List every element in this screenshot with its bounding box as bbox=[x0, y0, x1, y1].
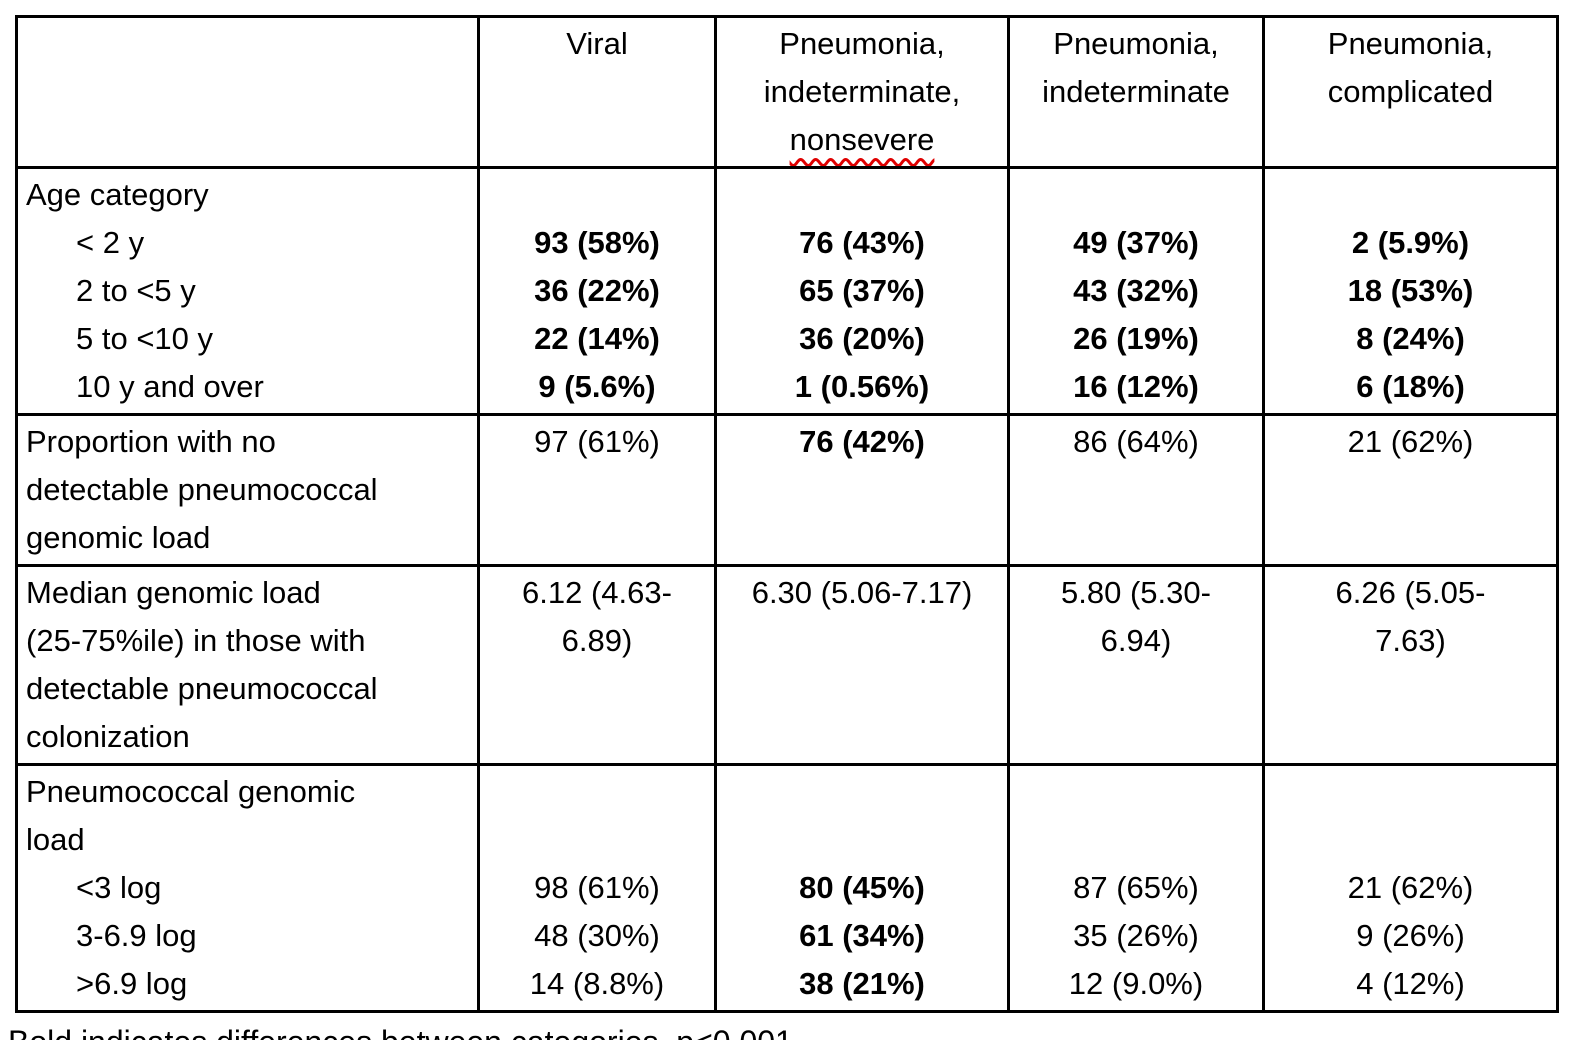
genomic-load-values-viral: 98 (61%) 48 (30%) 14 (8.8%) bbox=[477, 763, 717, 1013]
row-label: detectable pneumococcal bbox=[26, 671, 378, 706]
cell-value: 14 (8.8%) bbox=[529, 966, 665, 1001]
cell-value: 49 (37%) bbox=[1073, 225, 1199, 260]
cell-value: 76 (42%) bbox=[799, 424, 925, 459]
cell-value: 36 (20%) bbox=[799, 321, 925, 356]
row-label: 3-6.9 log bbox=[76, 918, 197, 953]
cell-value: 4 (12%) bbox=[1356, 966, 1465, 1001]
row-label: (25-75%ile) in those with bbox=[26, 623, 366, 658]
row-label: 10 y and over bbox=[76, 369, 264, 404]
proportion-value-pneumonia-indeterminate-nonsevere: 76 (42%) bbox=[714, 413, 1010, 567]
cell-value: 6.94) bbox=[1100, 623, 1172, 658]
column-header-label: nonsevere bbox=[725, 116, 999, 164]
median-value-pneumonia-complicated: 6.26 (5.05- 7.63) bbox=[1262, 564, 1559, 766]
header-cell-viral: Viral bbox=[477, 15, 717, 169]
genomic-load-values-pneumonia-complicated: 21 (62%) 9 (26%) 4 (12%) bbox=[1262, 763, 1559, 1013]
row-label: Median genomic load bbox=[26, 575, 321, 610]
cell-value: 98 (61%) bbox=[534, 870, 660, 905]
cell-value: 21 (62%) bbox=[1347, 870, 1474, 905]
cell-value: 1 (0.56%) bbox=[794, 369, 930, 404]
column-header-label: indeterminate, bbox=[763, 74, 961, 109]
column-header-label: Pneumonia, bbox=[1327, 26, 1494, 61]
cell-value: 43 (32%) bbox=[1073, 273, 1199, 308]
cell-value: 80 (45%) bbox=[799, 870, 925, 905]
header-cell-empty bbox=[15, 15, 480, 169]
cell-value: 16 (12%) bbox=[1073, 369, 1199, 404]
cell-value: 61 (34%) bbox=[799, 918, 925, 953]
cell-value: 76 (43%) bbox=[799, 225, 925, 260]
table-header-row: Viral Pneumonia, indeterminate, nonsever… bbox=[15, 15, 1559, 169]
row-label: detectable pneumococcal bbox=[26, 472, 378, 507]
proportion-label-cell: Proportion with no detectable pneumococc… bbox=[15, 413, 480, 567]
row-label: <3 log bbox=[76, 870, 162, 905]
cell-value: 21 (62%) bbox=[1347, 424, 1474, 459]
cell-value: 2 (5.9%) bbox=[1351, 225, 1470, 260]
results-table: Viral Pneumonia, indeterminate, nonsever… bbox=[15, 15, 1559, 1013]
row-label: 2 to <5 y bbox=[76, 273, 196, 308]
genomic-load-values-pneumonia-indeterminate: 87 (65%) 35 (26%) 12 (9.0%) bbox=[1007, 763, 1265, 1013]
cell-value: 8 (24%) bbox=[1356, 321, 1465, 356]
column-header-label: indeterminate bbox=[1042, 74, 1230, 109]
age-values-pneumonia-complicated: 2 (5.9%) 18 (53%) 8 (24%) 6 (18%) bbox=[1262, 166, 1559, 416]
cell-value: 18 (53%) bbox=[1347, 273, 1474, 308]
column-header-label: complicated bbox=[1327, 74, 1494, 109]
row-label: >6.9 log bbox=[76, 966, 188, 1001]
cell-value: 93 (58%) bbox=[534, 225, 660, 260]
section-age-category: Age category < 2 y 2 to <5 y 5 to <10 y … bbox=[15, 166, 1559, 416]
cell-value: 6.12 (4.63- bbox=[522, 575, 672, 610]
cell-value: 9 (26%) bbox=[1356, 918, 1465, 953]
cell-value: 86 (64%) bbox=[1073, 424, 1199, 459]
table-footnote: Bold indicates differences between categ… bbox=[8, 1020, 1570, 1040]
cell-value: 65 (37%) bbox=[799, 273, 925, 308]
cell-value: 26 (19%) bbox=[1073, 321, 1199, 356]
cell-value: 6.26 (5.05- bbox=[1335, 575, 1486, 610]
cell-value: 12 (9.0%) bbox=[1068, 966, 1204, 1001]
cell-value: 6.89) bbox=[561, 623, 633, 658]
row-label: 5 to <10 y bbox=[76, 321, 214, 356]
proportion-value-viral: 97 (61%) bbox=[477, 413, 717, 567]
row-label: < 2 y bbox=[76, 225, 145, 260]
age-values-pneumonia-indeterminate-nonsevere: 76 (43%) 65 (37%) 36 (20%) 1 (0.56%) bbox=[714, 166, 1010, 416]
proportion-value-pneumonia-indeterminate: 86 (64%) bbox=[1007, 413, 1265, 567]
section-proportion-no-load: Proportion with no detectable pneumococc… bbox=[15, 413, 1559, 567]
cell-value: 22 (14%) bbox=[534, 321, 660, 356]
cell-value: 9 (5.6%) bbox=[538, 369, 656, 404]
cell-value: 36 (22%) bbox=[534, 273, 660, 308]
age-values-viral: 93 (58%) 36 (22%) 22 (14%) 9 (5.6%) bbox=[477, 166, 717, 416]
section-heading: Pneumococcal genomic bbox=[26, 774, 356, 809]
median-value-pneumonia-indeterminate-nonsevere: 6.30 (5.06-7.17) bbox=[714, 564, 1010, 766]
genomic-load-label-cell: Pneumococcal genomic load <3 log 3-6.9 l… bbox=[15, 763, 480, 1013]
cell-value: 35 (26%) bbox=[1073, 918, 1199, 953]
section-median-genomic-load: Median genomic load (25-75%ile) in those… bbox=[15, 564, 1559, 766]
row-label: genomic load bbox=[26, 520, 211, 555]
row-label: Proportion with no bbox=[26, 424, 276, 459]
cell-value: 87 (65%) bbox=[1073, 870, 1199, 905]
cell-value: 38 (21%) bbox=[799, 966, 925, 1001]
section-pneumococcal-genomic-load: Pneumococcal genomic load <3 log 3-6.9 l… bbox=[15, 763, 1559, 1013]
cell-value: 97 (61%) bbox=[534, 424, 660, 459]
misspelled-word: nonsevere bbox=[789, 122, 935, 157]
cell-value: 6 (18%) bbox=[1356, 369, 1465, 404]
age-category-label-cell: Age category < 2 y 2 to <5 y 5 to <10 y … bbox=[15, 166, 480, 416]
proportion-value-pneumonia-complicated: 21 (62%) bbox=[1262, 413, 1559, 567]
median-value-pneumonia-indeterminate: 5.80 (5.30- 6.94) bbox=[1007, 564, 1265, 766]
genomic-load-values-pneumonia-indeterminate-nonsevere: 80 (45%) 61 (34%) 38 (21%) bbox=[714, 763, 1010, 1013]
column-header-label: Viral bbox=[566, 26, 628, 61]
age-values-pneumonia-indeterminate: 49 (37%) 43 (32%) 26 (19%) 16 (12%) bbox=[1007, 166, 1265, 416]
median-label-cell: Median genomic load (25-75%ile) in those… bbox=[15, 564, 480, 766]
cell-value: 5.80 (5.30- bbox=[1061, 575, 1211, 610]
row-label: colonization bbox=[26, 719, 190, 754]
section-heading: load bbox=[26, 822, 85, 857]
cell-value: 6.30 (5.06-7.17) bbox=[751, 575, 973, 610]
header-cell-pneumonia-indeterminate: Pneumonia, indeterminate bbox=[1007, 15, 1265, 169]
column-header-label: Pneumonia, bbox=[779, 26, 945, 61]
median-value-viral: 6.12 (4.63- 6.89) bbox=[477, 564, 717, 766]
cell-value: 48 (30%) bbox=[534, 918, 660, 953]
header-cell-pneumonia-indeterminate-nonsevere: Pneumonia, indeterminate, nonsevere bbox=[714, 15, 1010, 169]
column-header-label: Pneumonia, bbox=[1053, 26, 1219, 61]
header-cell-pneumonia-complicated: Pneumonia, complicated bbox=[1262, 15, 1559, 169]
cell-value: 7.63) bbox=[1375, 623, 1446, 658]
section-heading: Age category bbox=[26, 177, 209, 212]
